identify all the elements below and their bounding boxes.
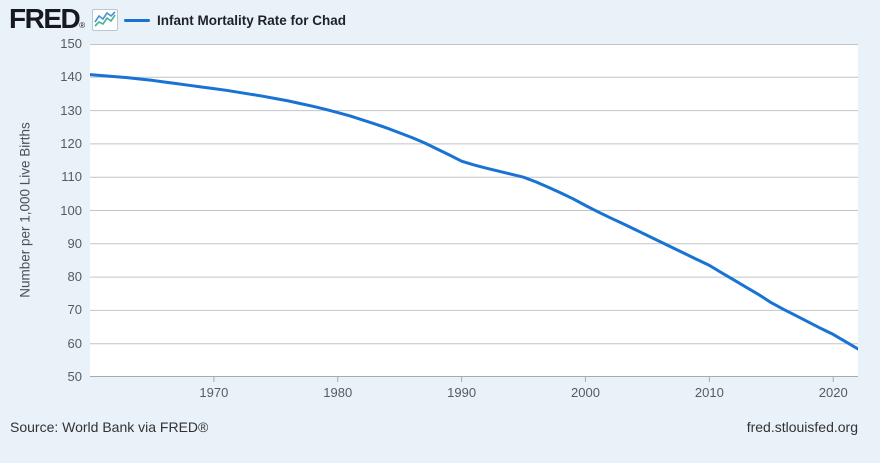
x-tick-label: 1970 xyxy=(199,385,229,400)
x-tick-label: 1990 xyxy=(447,385,477,400)
y-tick-label: 90 xyxy=(67,235,82,251)
chart-header: FRED® Infant Mortality Rate for Chad xyxy=(0,0,880,36)
line-chart-icon xyxy=(92,9,118,31)
y-tick-label: 110 xyxy=(61,169,82,185)
x-tick-label: 1980 xyxy=(323,385,353,400)
y-tick-label: 150 xyxy=(60,36,82,51)
registered-mark: ® xyxy=(79,21,86,30)
source-note: Source: World Bank via FRED® xyxy=(10,419,209,435)
series-line xyxy=(90,73,858,351)
fred-logo-text: FRED xyxy=(9,3,81,34)
y-tick-label: 80 xyxy=(67,269,82,285)
y-tick-label: 70 xyxy=(67,302,82,318)
y-tick-label: 120 xyxy=(60,135,82,151)
fred-logo: FRED® xyxy=(9,3,85,35)
y-tick-label: 60 xyxy=(67,335,82,351)
plot-svg xyxy=(90,44,858,382)
chart-legend: Infant Mortality Rate for Chad xyxy=(124,8,346,32)
legend-line-swatch xyxy=(124,18,150,22)
series-title: Infant Mortality Rate for Chad xyxy=(157,12,347,28)
x-tick-label: 2000 xyxy=(571,385,600,400)
fred-site-text: fred.stlouisfed.org xyxy=(746,419,858,435)
x-tick-label: 2020 xyxy=(818,385,848,400)
y-tick-label: 100 xyxy=(60,202,82,218)
y-tick-label: 140 xyxy=(60,69,82,85)
y-tick-label: 50 xyxy=(67,369,82,384)
x-tick-label: 2010 xyxy=(694,385,724,400)
y-tick-label: 130 xyxy=(60,102,82,118)
